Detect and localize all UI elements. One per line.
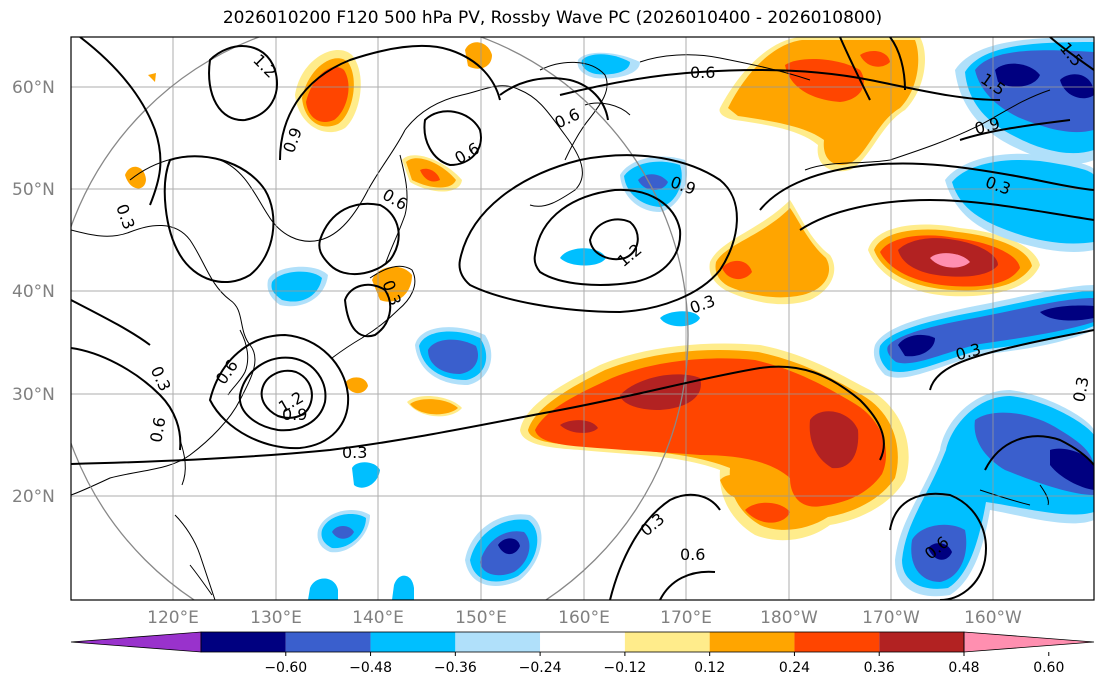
range-circle [71,37,689,600]
map-title: 2026010200 F120 500 hPa PV, Rossby Wave … [222,8,883,28]
colorbar-label: −0.12 [603,660,646,676]
contour-label: 0.3 [1069,375,1092,403]
colorbar-extend-low [70,631,202,653]
colorbar-label: 0.48 [948,660,979,676]
lon-labels: 120°E 130°E 140°E 150°E 160°E 170°E 180°… [147,608,1022,628]
contour-label: 0.6 [690,63,715,82]
colorbar-bin [624,632,710,652]
lon-label: 170°E [660,608,712,628]
colorbar-label: −0.48 [349,660,392,676]
lat-label: 50°N [12,180,55,200]
lon-label: 120°E [147,608,199,628]
colorbar-label: 0.24 [779,660,810,676]
colorbar-label: 0.12 [694,660,725,676]
map-border [70,36,1095,601]
colorbar-bin [709,632,795,652]
graticule [71,37,1094,600]
colorbar-bin [370,632,456,652]
lat-label: 40°N [12,282,55,302]
lon-label: 160°E [558,608,610,628]
pv-contours [71,37,1094,600]
lat-labels: 60°N 50°N 40°N 30°N 20°N [12,78,55,507]
lon-label: 130°E [250,608,302,628]
colorbar-bin [201,632,286,652]
contour-label: 0.6 [146,416,169,444]
colorbar-extend-high [963,631,1095,653]
contour-label: 0.9 [282,405,307,424]
colorbar-bin [540,632,625,652]
lon-label: 170°W [862,608,920,628]
lat-label: 60°N [12,78,55,98]
lon-label: 160°W [964,608,1022,628]
lat-label: 20°N [12,487,55,507]
colorbar-bin [794,632,880,652]
lat-label: 30°N [12,385,55,405]
lon-label: 180°W [760,608,818,628]
colorbar-label: 0.60 [1033,660,1064,676]
contour-label: 0.6 [680,545,705,564]
colorbar-label: −0.36 [434,660,477,676]
lon-label: 150°E [455,608,507,628]
contour-label: 0.3 [342,443,367,462]
colorbar-frame [200,631,965,653]
lon-label: 140°E [352,608,404,628]
colorbar-bin [879,632,964,652]
colorbar: −0.60 −0.48 −0.36 −0.24 −0.12 0.12 0.24 0.36 0.4… [70,631,1095,676]
colorbar-bin [455,632,541,652]
colorbar-label: −0.24 [519,660,562,676]
colorbar-bin [285,632,371,652]
colorbar-label: −0.60 [264,660,307,676]
pv-shading [125,37,1094,600]
colorbar-label: 0.36 [864,660,895,676]
